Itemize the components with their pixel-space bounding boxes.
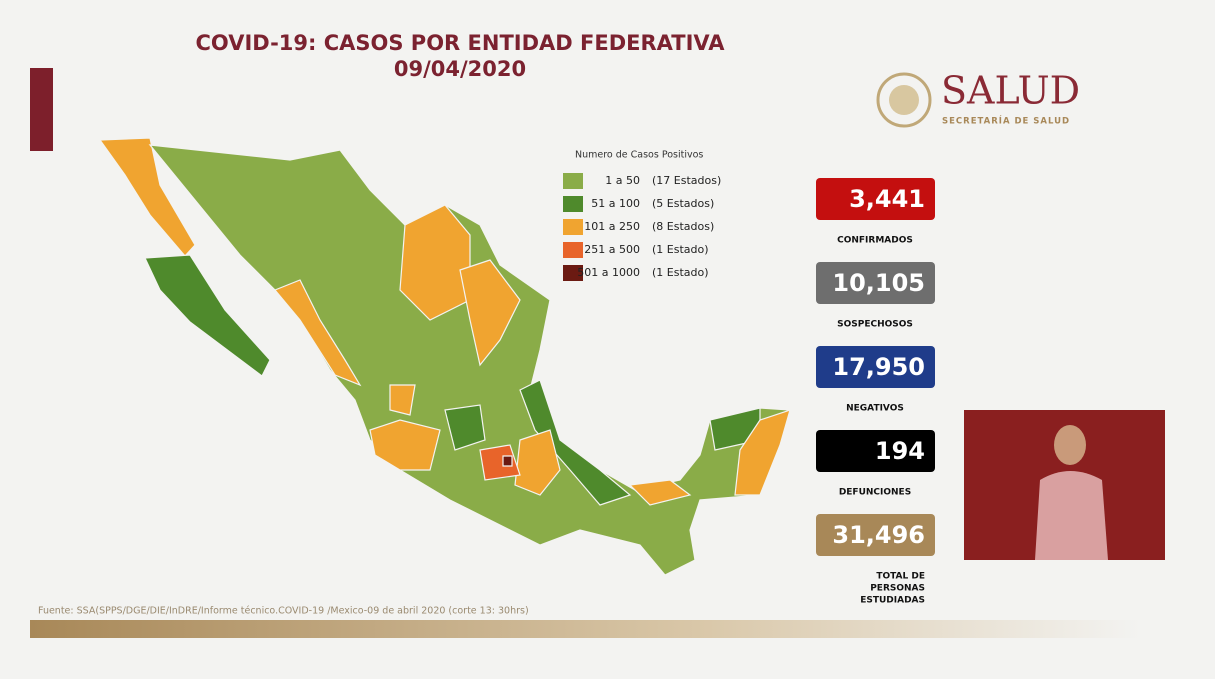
- logo-name: SALUD: [941, 69, 1080, 113]
- stat-label: DEFUNCIONES: [839, 488, 911, 498]
- state: [479, 444, 521, 481]
- stat-label: SOSPECHOSOS: [837, 320, 913, 330]
- title: COVID-19: CASOS POR ENTIDAD FEDERATIVA: [196, 31, 726, 55]
- legend-title: Numero de Casos Positivos: [575, 150, 703, 161]
- stat-value: 10,105: [832, 269, 925, 297]
- state: [389, 384, 416, 416]
- legend-swatch: [563, 173, 583, 189]
- legend-count: (1 Estado): [652, 243, 709, 256]
- state: [144, 254, 271, 377]
- legend-count: (8 Estados): [652, 220, 714, 233]
- stat-label: NEGATIVOS: [846, 404, 904, 414]
- legend-count: (5 Estados): [652, 197, 714, 210]
- state: [734, 409, 791, 496]
- stat-label: ESTUDIADAS: [860, 596, 925, 606]
- stat-value: 31,496: [832, 521, 925, 549]
- map: [98, 137, 791, 576]
- legend-swatch: [563, 196, 583, 212]
- stat-box: [816, 430, 935, 472]
- stat-box: [816, 178, 935, 220]
- stat-box: [816, 514, 935, 556]
- legend-count: (1 Estado): [652, 266, 709, 279]
- stats: 3,441 CONFIRMADOS 10,105 SOSPECHOSOS 17,950 N…: [816, 178, 935, 606]
- state: [459, 259, 521, 367]
- stat-value: 194: [875, 437, 925, 465]
- accent-bar: [30, 68, 53, 151]
- legend: Numero de Casos Positivos 1 a 50 (17 Esta…: [563, 150, 721, 281]
- state: [444, 404, 486, 451]
- emblem-center: [889, 85, 919, 115]
- person-head: [1054, 425, 1086, 465]
- stat-box: [816, 262, 935, 304]
- person-body: [1035, 471, 1108, 560]
- legend-swatch: [563, 219, 583, 235]
- legend-range: 51 a 100: [591, 197, 640, 210]
- legend-count: (17 Estados): [652, 174, 721, 187]
- stat-label: PERSONAS: [870, 584, 925, 594]
- source: Fuente: SSA(SPPS/DGE/DIE/InDRE/Informe t…: [38, 606, 529, 617]
- state: [369, 419, 441, 471]
- date: 09/04/2020: [394, 57, 526, 81]
- state: [628, 479, 692, 506]
- legend-range: 501 a 1000: [577, 266, 640, 279]
- legend-range: 251 a 500: [584, 243, 640, 256]
- emblem: [876, 72, 932, 128]
- logo-subtitle: SECRETARÍA DE SALUD: [942, 115, 1070, 127]
- stat-value: 17,950: [832, 353, 925, 381]
- footer-bar: [30, 620, 1140, 638]
- stat-label: CONFIRMADOS: [837, 236, 913, 246]
- state: [274, 279, 362, 387]
- state: [502, 455, 513, 467]
- stat-label: TOTAL DE: [876, 572, 925, 582]
- stat-box: [816, 346, 935, 388]
- legend-range: 1 a 50: [605, 174, 640, 187]
- state: [514, 429, 561, 496]
- legend-swatch: [563, 242, 583, 258]
- legend-range: 101 a 250: [584, 220, 640, 233]
- legend-swatch: [563, 265, 583, 281]
- stat-value: 3,441: [849, 185, 925, 213]
